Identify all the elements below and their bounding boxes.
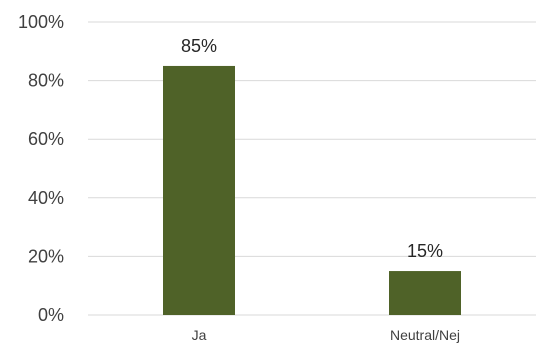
y-tick-label: 20%	[28, 246, 64, 266]
x-axis-tick-labels: Ja Neutral/Nej	[192, 327, 460, 343]
data-label: 85%	[181, 36, 217, 56]
y-tick-label: 40%	[28, 188, 64, 208]
y-tick-label: 60%	[28, 129, 64, 149]
y-tick-label: 100%	[18, 12, 64, 32]
bars	[163, 65, 461, 315]
x-tick-label: Neutral/Nej	[390, 327, 460, 343]
data-labels: 85% 15%	[181, 36, 443, 261]
gridlines	[88, 21, 536, 316]
y-tick-label: 80%	[28, 71, 64, 91]
y-axis-tick-labels: 0% 20% 40% 60% 80% 100%	[18, 12, 64, 325]
data-label: 15%	[407, 241, 443, 261]
x-tick-label: Ja	[192, 327, 207, 343]
bar-ja	[163, 65, 235, 315]
y-tick-label: 0%	[38, 305, 64, 325]
bar-neutral-nej	[389, 271, 461, 315]
